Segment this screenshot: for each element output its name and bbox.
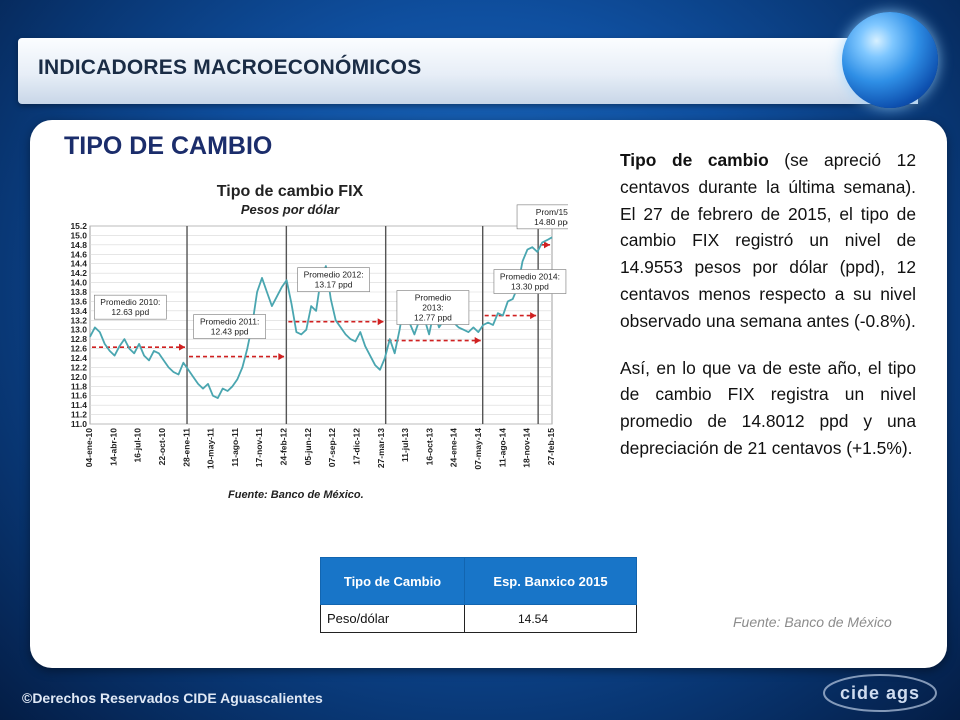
- table-cell-pair: Peso/dólar: [320, 604, 465, 633]
- expectation-table: Tipo de Cambio Esp. Banxico 2015 Peso/dó…: [320, 557, 637, 633]
- x-tick-label: 14-abr-10: [108, 428, 118, 466]
- average-arrow: [278, 353, 285, 361]
- y-tick-label: 15.2: [70, 221, 87, 231]
- x-tick-label: 16-oct-13: [424, 428, 434, 466]
- x-tick-label: 11-ago-14: [497, 428, 507, 467]
- table-cell-value: 14.54: [464, 604, 637, 633]
- y-tick-label: 14.0: [70, 278, 87, 288]
- description-paragraph-2: Así, en lo que va de este año, el tipo d…: [620, 357, 916, 458]
- y-tick-label: 13.4: [70, 306, 87, 316]
- average-arrow: [474, 337, 481, 345]
- exchange-rate-chart: Tipo de cambio FIX Pesos por dólar 15.21…: [70, 183, 568, 501]
- x-tick-label: 05-jun-12: [303, 428, 313, 466]
- x-tick-label: 07-sep-12: [327, 428, 337, 467]
- y-tick-label: 13.6: [70, 296, 87, 306]
- description-text: Tipo de cambio (se apreció 12 centavos d…: [620, 147, 916, 482]
- y-tick-label: 15.0: [70, 230, 87, 240]
- average-arrow: [179, 343, 186, 351]
- globe-icon: [842, 12, 938, 108]
- y-tick-label: 14.8: [70, 240, 87, 250]
- table-header-expectation: Esp. Banxico 2015: [464, 557, 637, 605]
- y-tick-label: 14.2: [70, 268, 87, 278]
- grid: [90, 225, 552, 425]
- cide-logo: cide ags: [823, 674, 937, 712]
- x-tick-label: 10-may-11: [206, 428, 216, 469]
- x-tick-label: 17-nov-11: [254, 428, 264, 467]
- logo-text: cide ags: [840, 683, 920, 703]
- average-label-box: [297, 267, 370, 292]
- average-label-text: 13.17 ppd: [315, 280, 353, 290]
- y-tick-label: 12.6: [70, 344, 87, 354]
- table-header-currency: Tipo de Cambio: [320, 557, 465, 605]
- y-axis-ticks: 15.215.014.814.614.414.214.013.813.613.4…: [70, 221, 87, 429]
- average-label-text: 14.80 ppd: [534, 217, 568, 227]
- average-label-text: Promedio 2012:: [304, 270, 364, 280]
- average-label-box: [493, 269, 567, 294]
- average-label-text: Promedio 2014:: [500, 272, 560, 282]
- average-label-text: 13.30 ppd: [511, 282, 549, 292]
- y-tick-label: 14.6: [70, 249, 87, 259]
- y-tick-label: 13.8: [70, 287, 87, 297]
- y-tick-label: 12.4: [70, 353, 87, 363]
- x-tick-label: 11-ago-11: [230, 428, 240, 467]
- plot-frame: [89, 225, 553, 425]
- y-tick-label: 11.0: [71, 419, 87, 429]
- x-tick-label: 18-nov-14: [522, 428, 532, 468]
- average-label-box: [396, 290, 470, 325]
- average-label-text: 12.77 ppd: [414, 313, 452, 323]
- average-arrow: [544, 241, 550, 249]
- y-tick-label: 14.4: [70, 259, 87, 269]
- description-p1-text: (se apreció 12 centavos durante la últim…: [620, 150, 916, 331]
- y-tick-label: 11.2: [71, 410, 87, 420]
- x-tick-label: 22-oct-10: [157, 428, 167, 466]
- x-tick-label: 04-ene-10: [84, 428, 94, 467]
- x-tick-label: 17-dic-12: [351, 428, 361, 465]
- x-axis-ticks: 04-ene-10 14-abr-10 16-jul-10 22-oct-10 28-e…: [84, 428, 556, 470]
- table-row: Peso/dólar 14.54: [320, 604, 637, 633]
- chart-source: Fuente: Banco de México.: [228, 489, 364, 501]
- y-tick-label: 11.4: [71, 400, 87, 410]
- description-keyword: Tipo de cambio: [620, 150, 769, 170]
- y-tick-label: 12.8: [70, 334, 87, 344]
- y-tick-label: 12.2: [70, 362, 87, 372]
- header-bar: [18, 38, 918, 104]
- average-label-text: Promedio: [415, 293, 452, 303]
- plot-area: [89, 225, 553, 425]
- average-label-text: 12.43 ppd: [211, 327, 249, 337]
- average-arrow: [530, 312, 537, 320]
- header-title: INDICADORES MACROECONÓMICOS: [38, 56, 422, 79]
- average-label-box: [94, 294, 167, 320]
- y-tick-label: 11.8: [71, 381, 87, 391]
- x-tick-label: 11-jul-13: [400, 428, 410, 462]
- x-tick-label: 28-ene-11: [181, 428, 191, 467]
- x-tick-label: 24-feb-12: [279, 428, 289, 466]
- average-label-text: 2013:: [422, 303, 443, 313]
- chart-title: Tipo de cambio FIX: [217, 183, 364, 200]
- average-label-text: Promedio 2011:: [200, 317, 259, 327]
- average-label-box: [516, 204, 568, 230]
- average-arrow: [377, 318, 384, 326]
- x-tick-label: 27-feb-15: [546, 428, 556, 466]
- source-note: Fuente: Banco de México: [733, 614, 892, 630]
- y-tick-label: 11.6: [71, 391, 87, 401]
- x-tick-label: 07-may-14: [473, 428, 483, 470]
- y-tick-label: 13.0: [70, 325, 87, 335]
- y-tick-label: 12.0: [70, 372, 87, 382]
- x-tick-label: 27-mar-13: [376, 428, 386, 468]
- average-label-text: 12.63 ppd: [111, 307, 149, 317]
- y-tick-label: 13.2: [70, 315, 87, 325]
- average-label-text: Promedio 2010:: [100, 297, 160, 307]
- x-tick-label: 16-jul-10: [133, 428, 143, 463]
- page-title: TIPO DE CAMBIO: [64, 132, 273, 160]
- chart-subtitle: Pesos por dólar: [241, 202, 340, 217]
- x-tick-label: 24-ene-14: [449, 428, 459, 467]
- description-paragraph-1: Tipo de cambio (se apreció 12 centavos d…: [620, 147, 916, 335]
- average-label-text: Prom/15:: [536, 207, 568, 217]
- footer-copyright: ©Derechos Reservados CIDE Aguascalientes: [22, 690, 323, 706]
- average-label-box: [193, 314, 266, 339]
